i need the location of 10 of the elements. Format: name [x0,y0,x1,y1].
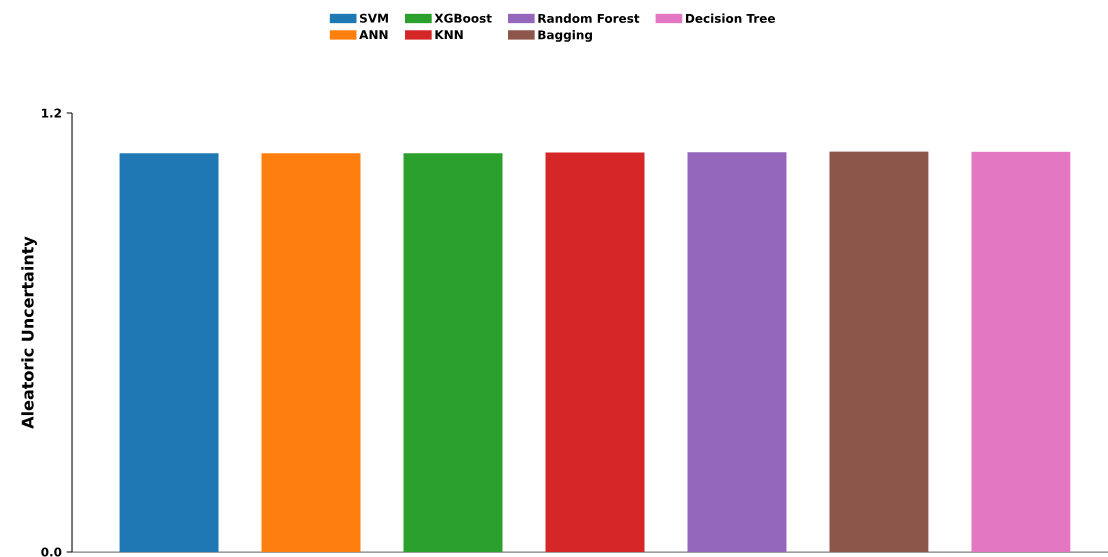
y-tick-label: 1.2 [42,108,61,118]
legend-label: XGBoost [434,13,492,23]
legend-label: KNN [435,30,463,39]
legend-label: Bagging [538,30,592,42]
y-tick-label: 0.0 [41,547,62,557]
y-axis-title: Aleatoric Uncertainty [21,236,37,429]
legend-label: Random Forest [538,13,640,23]
legend-label: SVM [360,13,388,23]
legend-label: Decision Tree [686,13,775,23]
legend-label: ANN [359,30,388,39]
